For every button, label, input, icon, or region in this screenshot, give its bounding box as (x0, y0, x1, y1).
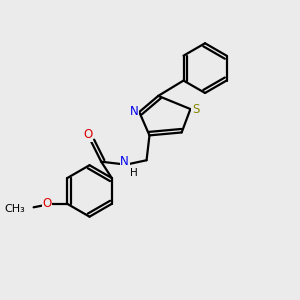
Text: CH₃: CH₃ (5, 204, 26, 214)
Text: O: O (83, 128, 93, 141)
Text: O: O (42, 197, 51, 210)
Text: N: N (120, 155, 129, 168)
Text: N: N (130, 106, 138, 118)
Text: H: H (130, 168, 137, 178)
Text: S: S (192, 103, 200, 116)
